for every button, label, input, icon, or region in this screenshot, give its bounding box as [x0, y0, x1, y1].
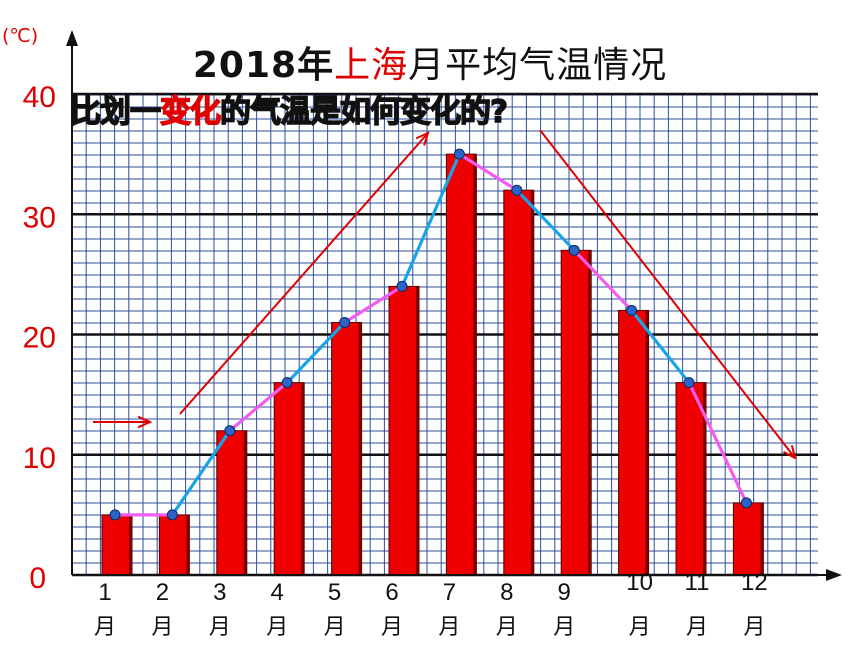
x-tick-month: 月 [266, 615, 288, 640]
y-axis-arrowhead [66, 30, 78, 46]
x-tick-month: 月 [381, 615, 403, 640]
data-point-10月 [626, 304, 638, 316]
bars [101, 153, 764, 576]
x-tick-number: 7 [443, 579, 456, 606]
y-tick-label: 10 [23, 442, 56, 475]
y-tick-labels: 0 10 20 30 40 [23, 81, 56, 595]
bar-shadow [186, 514, 190, 575]
bar-8月 [503, 189, 535, 576]
bar-shadow [645, 310, 649, 575]
x-tick-month: 月 [209, 615, 231, 640]
bar-shadow [416, 286, 419, 575]
bar-5月 [331, 321, 363, 576]
data-point-11月 [683, 377, 695, 389]
rising-arrow-head [415, 131, 430, 146]
bar-shadow [760, 502, 764, 575]
data-point-6月 [396, 280, 408, 292]
question-text: 比划一变化的气温是如何变化的? [69, 86, 830, 131]
line-segment [285, 320, 347, 385]
bar-2月 [158, 514, 190, 576]
data-point-3月 [224, 425, 236, 437]
line-segment [228, 381, 289, 433]
bar-shadow [301, 382, 305, 575]
x-tick-number: 5 [328, 579, 341, 606]
bar-7月 [445, 153, 477, 576]
line-segment [170, 429, 232, 517]
y-tick-label: 40 [23, 81, 56, 114]
y-tick-label: 0 [29, 562, 46, 595]
bar-9月 [560, 249, 592, 576]
bar-shadow [243, 430, 247, 575]
x-tick-number: 6 [385, 579, 398, 606]
chart-title: 2018年上海月平均气温情况 [0, 36, 860, 88]
x-tick-number: 4 [271, 579, 284, 606]
title-rest: 月平均气温情况 [408, 45, 668, 86]
x-tick-month: 月 [629, 615, 651, 640]
flat-arrow-head [137, 415, 153, 429]
x-tick-number: 8 [500, 579, 513, 606]
bar-shadow [530, 190, 534, 575]
x-tick-number: 10 [626, 569, 653, 596]
axes [66, 30, 842, 581]
bar-1月 [101, 514, 133, 576]
x-tick-number: 12 [741, 569, 768, 596]
bar-12月 [732, 502, 764, 576]
bar-shadow [703, 382, 706, 575]
x-tick-month: 月 [438, 615, 460, 640]
data-point-5月 [339, 316, 351, 328]
data-point-2月 [166, 509, 178, 521]
x-tick-month: 月 [553, 615, 575, 640]
bar-shadow [473, 154, 477, 575]
data-point-12月 [740, 497, 752, 509]
title-place: 上海 [334, 45, 409, 86]
line-segment [457, 152, 519, 192]
data-point-4月 [281, 377, 293, 389]
data-point-1月 [109, 509, 121, 521]
line-segment [515, 188, 576, 252]
bar-shadow [129, 514, 132, 575]
question-before: 比划一 [69, 93, 161, 130]
x-tick-number: 2 [156, 579, 169, 606]
x-tick-number: 1 [98, 579, 111, 606]
x-tick-number: 9 [558, 579, 571, 606]
x-tick-month: 月 [686, 615, 708, 640]
falling-arrow-head [783, 445, 797, 460]
bar-shadow [588, 250, 592, 575]
bar-6月 [388, 285, 420, 576]
x-tick-month: 月 [94, 615, 116, 640]
temperature-line [109, 148, 752, 521]
bar-10月 [618, 309, 650, 576]
line-segment [687, 381, 749, 505]
question-after: 的气温是如何变化的? [219, 93, 508, 130]
title-year: 2018年 [192, 45, 335, 86]
y-axis-unit: (℃) [2, 25, 38, 47]
x-tick-month: 月 [743, 615, 765, 640]
x-axis-arrowhead [826, 569, 842, 581]
y-tick-label: 30 [23, 201, 56, 234]
bar-4月 [273, 382, 305, 576]
x-tick-month: 月 [324, 615, 346, 640]
data-point-8月 [511, 184, 523, 196]
bar-3月 [216, 430, 248, 576]
x-tick-number: 3 [213, 579, 226, 606]
trend-arrows [93, 129, 797, 460]
data-point-9月 [568, 244, 580, 256]
line-segment [343, 284, 404, 325]
line-segment [400, 152, 461, 288]
falling-arrow [539, 129, 796, 459]
bar-shadow [358, 322, 362, 575]
rising-arrow [179, 132, 429, 415]
line-segment [572, 248, 634, 313]
x-tick-month: 月 [151, 615, 173, 640]
x-tick-month: 月 [496, 615, 518, 640]
x-tick-number: 11 [685, 569, 710, 596]
x-tick-labels: 1 月 2 月 3 月 4 月 5 月 6 月 7 月 8 月 9 月 10 月 11 月 12 月 [94, 569, 768, 640]
question-highlight: 变化 [159, 93, 221, 130]
line-segment [629, 308, 691, 385]
data-point-7月 [453, 148, 465, 160]
y-tick-label: 20 [23, 322, 56, 355]
